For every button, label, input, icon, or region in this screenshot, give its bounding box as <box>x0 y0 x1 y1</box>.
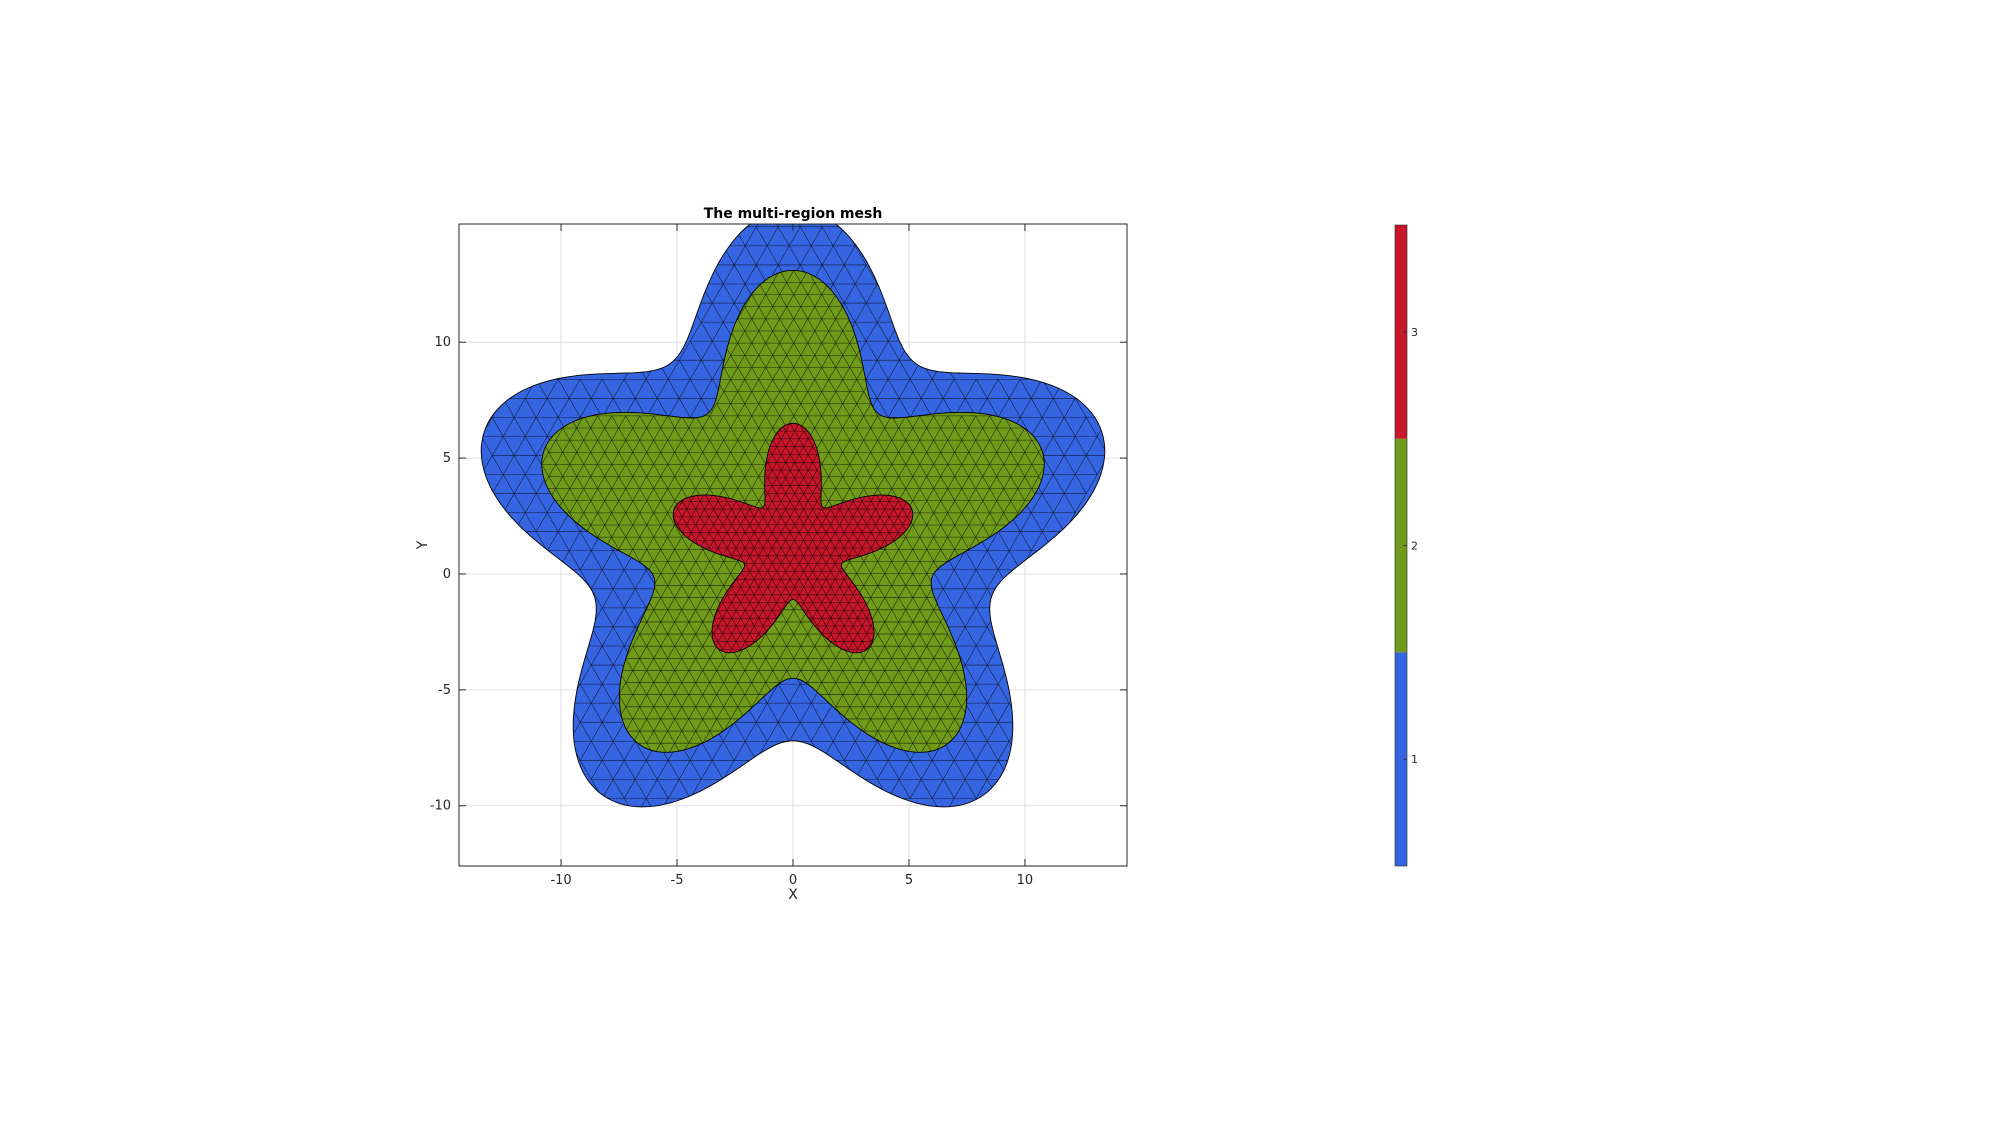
colorbar-tick-label: 2 <box>1411 540 1418 553</box>
y-axis-ticks: -10 -5 0 5 10 <box>430 335 1127 814</box>
colorbar: 1 2 3 <box>1394 224 1418 867</box>
y-tick-label: 10 <box>434 335 451 350</box>
y-tick-label: -5 <box>438 683 451 698</box>
x-tick-label: -10 <box>550 873 571 888</box>
y-tick-label: 0 <box>443 567 451 582</box>
x-axis-label: X <box>788 887 798 903</box>
x-tick-label: 5 <box>905 873 913 888</box>
colorbar-segment-2 <box>1395 438 1407 653</box>
mesh-regions <box>480 224 1106 808</box>
colorbar-tick-label: 3 <box>1411 326 1418 339</box>
y-tick-label: 5 <box>443 451 451 466</box>
y-axis-label: Y <box>415 540 431 550</box>
mesh-edges-region-3 <box>673 423 913 653</box>
x-tick-label: 0 <box>789 873 797 888</box>
y-tick-label: -10 <box>430 799 451 814</box>
x-tick-label: -5 <box>671 873 684 888</box>
x-axis-ticks: -10 -5 0 5 10 <box>550 224 1033 888</box>
colorbar-tick-label: 1 <box>1411 753 1418 766</box>
colorbar-segment-3 <box>1395 225 1407 439</box>
chart-title: The multi-region mesh <box>704 206 883 222</box>
x-tick-label: 10 <box>1017 873 1034 888</box>
colorbar-segment-1 <box>1395 652 1407 866</box>
